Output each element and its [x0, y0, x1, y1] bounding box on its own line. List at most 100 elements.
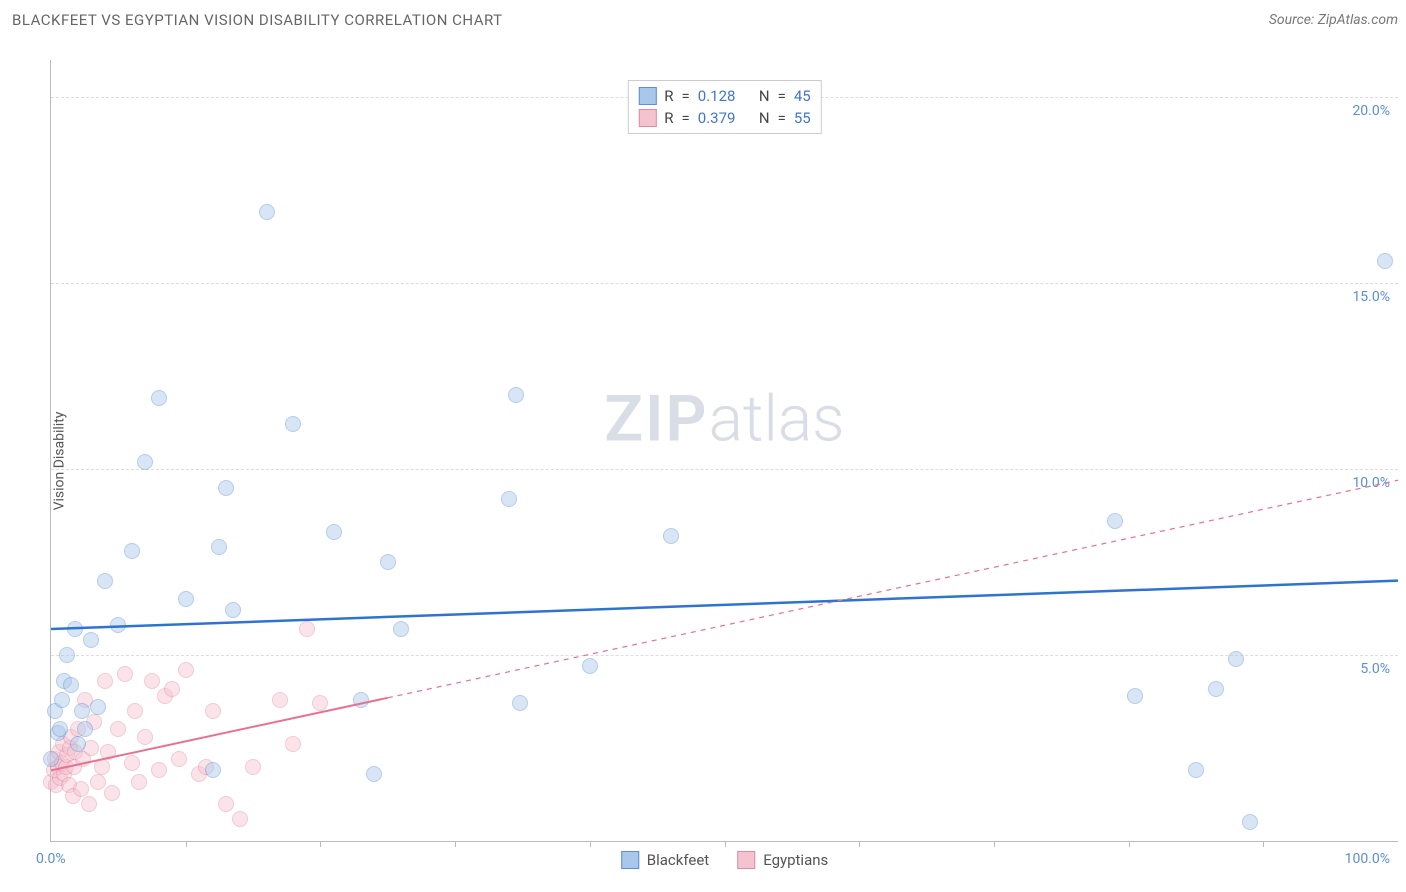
- scatter-point-blackfeet: [59, 647, 75, 663]
- scatter-point-blackfeet: [178, 591, 194, 607]
- scatter-point-blackfeet: [97, 573, 113, 589]
- scatter-point-blackfeet: [54, 692, 70, 708]
- scatter-point-blackfeet: [205, 762, 221, 778]
- legend-label-blackfeet: Blackfeet: [647, 851, 709, 869]
- scatter-point-egyptians: [285, 736, 301, 752]
- y-tick-label: 15.0%: [1352, 289, 1390, 305]
- scatter-point-blackfeet: [218, 480, 234, 496]
- swatch-blackfeet-bottom: [621, 851, 639, 869]
- scatter-point-egyptians: [171, 751, 187, 767]
- legend-stats-row-blackfeet: R = 0.128 N = 45: [634, 85, 814, 107]
- legend-label-egyptians: Egyptians: [763, 851, 828, 869]
- gridline: [51, 655, 1398, 656]
- watermark-atlas: atlas: [709, 382, 845, 457]
- scatter-point-egyptians: [110, 721, 126, 737]
- r-value-blackfeet: 0.128: [698, 87, 736, 105]
- scatter-point-blackfeet: [508, 387, 524, 403]
- r-value-egyptians: 0.379: [698, 109, 736, 127]
- r-label: R: [664, 109, 673, 127]
- scatter-point-blackfeet: [67, 621, 83, 637]
- scatter-point-blackfeet: [225, 602, 241, 618]
- scatter-point-blackfeet: [52, 721, 68, 737]
- scatter-point-egyptians: [312, 695, 328, 711]
- scatter-point-blackfeet: [582, 658, 598, 674]
- watermark: ZIPatlas: [604, 382, 844, 457]
- plot-area: ZIPatlas R = 0.128 N = 45 R = 0.379 N: [50, 60, 1398, 842]
- scatter-point-egyptians: [81, 796, 97, 812]
- scatter-point-egyptians: [117, 666, 133, 682]
- scatter-point-egyptians: [144, 673, 160, 689]
- legend-stats-row-egyptians: R = 0.379 N = 55: [634, 107, 814, 129]
- scatter-point-blackfeet: [380, 554, 396, 570]
- eq-sign: =: [682, 109, 690, 127]
- swatch-egyptians: [638, 109, 656, 127]
- scatter-point-egyptians: [73, 781, 89, 797]
- y-tick-label: 10.0%: [1352, 475, 1390, 491]
- eq-sign: =: [778, 109, 786, 127]
- x-tick: [725, 841, 726, 847]
- eq-sign: =: [778, 87, 786, 105]
- n-label: N: [759, 87, 770, 105]
- x-tick: [455, 841, 456, 847]
- chart-header: BLACKFEET VS EGYPTIAN VISION DISABILITY …: [0, 0, 1406, 40]
- gridline: [51, 469, 1398, 470]
- legend-bottom: Blackfeet Egyptians: [621, 851, 829, 869]
- scatter-point-blackfeet: [124, 543, 140, 559]
- scatter-point-egyptians: [205, 703, 221, 719]
- chart-title: BLACKFEET VS EGYPTIAN VISION DISABILITY …: [12, 11, 503, 29]
- scatter-point-blackfeet: [285, 416, 301, 432]
- scatter-point-egyptians: [127, 703, 143, 719]
- scatter-point-blackfeet: [501, 491, 517, 507]
- scatter-point-blackfeet: [259, 204, 275, 220]
- scatter-point-egyptians: [151, 762, 167, 778]
- legend-item-egyptians: Egyptians: [737, 851, 828, 869]
- y-tick-label: 5.0%: [1360, 661, 1390, 677]
- n-label: N: [759, 109, 770, 127]
- scatter-point-blackfeet: [1188, 762, 1204, 778]
- scatter-point-egyptians: [94, 759, 110, 775]
- x-tick: [994, 841, 995, 847]
- scatter-point-blackfeet: [211, 539, 227, 555]
- y-tick-label: 20.0%: [1352, 103, 1390, 119]
- scatter-point-blackfeet: [1107, 513, 1123, 529]
- x-tick: [320, 841, 321, 847]
- scatter-point-blackfeet: [663, 528, 679, 544]
- plot-container: Vision Disability ZIPatlas R = 0.128 N =…: [12, 40, 1398, 882]
- scatter-point-blackfeet: [63, 677, 79, 693]
- scatter-point-egyptians: [272, 692, 288, 708]
- scatter-point-blackfeet: [1208, 681, 1224, 697]
- scatter-point-blackfeet: [366, 766, 382, 782]
- swatch-blackfeet: [638, 87, 656, 105]
- x-axis-max-label: 100.0%: [1345, 851, 1390, 867]
- scatter-point-blackfeet: [137, 454, 153, 470]
- scatter-point-egyptians: [245, 759, 261, 775]
- scatter-point-egyptians: [178, 662, 194, 678]
- scatter-point-blackfeet: [353, 692, 369, 708]
- scatter-point-blackfeet: [1127, 688, 1143, 704]
- scatter-point-egyptians: [104, 785, 120, 801]
- scatter-point-egyptians: [164, 681, 180, 697]
- scatter-point-blackfeet: [43, 751, 59, 767]
- scatter-point-blackfeet: [90, 699, 106, 715]
- swatch-egyptians-bottom: [737, 851, 755, 869]
- legend-item-blackfeet: Blackfeet: [621, 851, 709, 869]
- r-label: R: [664, 87, 673, 105]
- scatter-point-egyptians: [97, 673, 113, 689]
- scatter-point-blackfeet: [1242, 814, 1258, 830]
- legend-stats-box: R = 0.128 N = 45 R = 0.379 N = 55: [627, 80, 821, 134]
- scatter-point-blackfeet: [74, 703, 90, 719]
- scatter-point-blackfeet: [326, 524, 342, 540]
- x-tick: [1263, 841, 1264, 847]
- x-axis-min-label: 0.0%: [36, 851, 66, 867]
- scatter-point-blackfeet: [83, 632, 99, 648]
- scatter-point-egyptians: [90, 774, 106, 790]
- scatter-point-blackfeet: [393, 621, 409, 637]
- scatter-point-blackfeet: [77, 721, 93, 737]
- scatter-point-egyptians: [100, 744, 116, 760]
- x-tick: [859, 841, 860, 847]
- eq-sign: =: [682, 87, 690, 105]
- scatter-point-egyptians: [124, 755, 140, 771]
- scatter-point-blackfeet: [1377, 253, 1393, 269]
- scatter-point-egyptians: [299, 621, 315, 637]
- scatter-point-egyptians: [137, 729, 153, 745]
